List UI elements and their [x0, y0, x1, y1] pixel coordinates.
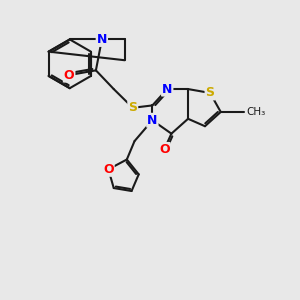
Text: O: O	[64, 69, 74, 82]
Text: O: O	[159, 143, 169, 156]
Text: CH₃: CH₃	[246, 107, 265, 117]
Text: S: S	[128, 101, 137, 114]
Text: N: N	[97, 33, 107, 46]
Text: N: N	[162, 82, 172, 96]
Text: N: N	[147, 114, 158, 127]
Text: O: O	[103, 163, 114, 176]
Text: S: S	[206, 86, 214, 99]
